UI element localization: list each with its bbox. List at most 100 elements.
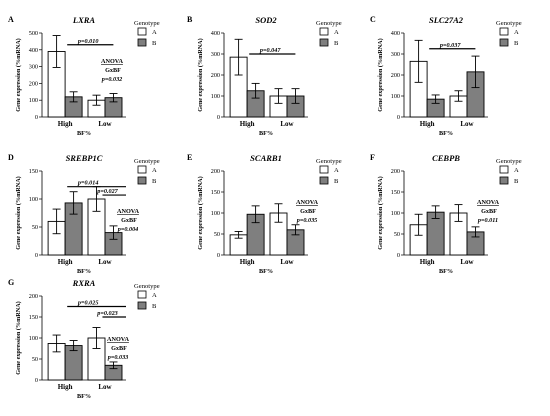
significance-label: p=0.025: [77, 300, 99, 307]
y-tick-label: 400: [391, 30, 400, 37]
anova-label: ANOVA: [477, 199, 499, 206]
legend-swatch-a: [319, 165, 329, 174]
legend-label: A: [514, 29, 519, 36]
anova-label: GxBF: [300, 208, 316, 215]
x-tick-label: Low: [460, 120, 474, 128]
legend-swatch-b: [137, 38, 147, 47]
y-axis-label: Gene expression (%mRNA): [15, 301, 22, 374]
y-axis-label: Gene expression (%mRNA): [197, 176, 204, 249]
chart-panel-e: E SCARB1 0 50 100 150 200 Gene expression (%mRN…: [187, 153, 342, 275]
anova-label: GxBF: [481, 208, 497, 215]
legend-label: B: [152, 40, 157, 47]
panel-label: B: [187, 15, 193, 24]
anova-label: ANOVA: [117, 208, 139, 215]
chart-title: SLC27A2: [429, 15, 464, 25]
chart-panel-g: G RXRA 0 50 100 150 200 Gene expression (%mRNA)…: [8, 278, 160, 400]
legend-swatch-b: [499, 176, 509, 185]
y-tick-label: 200: [391, 72, 400, 79]
y-axis-label: Gene expression (%mRNA): [15, 38, 22, 111]
significance-label: p=0.037: [439, 42, 461, 49]
x-axis-label: BF%: [259, 130, 273, 137]
legend-swatch-a: [499, 165, 509, 174]
y-tick-label: 0: [397, 252, 400, 259]
chart-title: SREBP1C: [66, 153, 103, 163]
x-tick-label: High: [58, 258, 73, 266]
panel-label: E: [187, 153, 192, 162]
anova-label: p=0.032: [101, 76, 123, 83]
x-axis-label: BF%: [77, 393, 91, 400]
y-tick-label: 100: [211, 210, 220, 217]
x-tick-label: Low: [280, 120, 294, 128]
y-tick-label: 300: [29, 64, 38, 71]
y-axis-label: Gene expression (%mRNA): [15, 176, 22, 249]
y-tick-label: 300: [391, 51, 400, 58]
anova-label: ANOVA: [101, 58, 123, 65]
x-tick-label: Low: [98, 258, 112, 266]
significance-label: p=0.047: [259, 47, 281, 54]
y-tick-label: 200: [211, 72, 220, 79]
legend-swatch-b: [499, 38, 509, 47]
legend-label: B: [514, 178, 519, 185]
legend-title: Genotype: [496, 158, 522, 165]
significance-label: p=0.023: [96, 310, 118, 317]
significance-label: p=0.014: [77, 180, 99, 187]
panel-label: A: [8, 15, 14, 24]
x-tick-label: Low: [460, 258, 474, 266]
y-axis-label: Gene expression (%mRNA): [377, 176, 384, 249]
legend-label: A: [334, 29, 339, 36]
x-tick-label: High: [58, 383, 73, 391]
significance-label: p=0.010: [77, 38, 99, 45]
x-axis-label: BF%: [439, 268, 453, 275]
anova-label: ANOVA: [107, 336, 129, 343]
y-tick-label: 200: [211, 168, 220, 175]
y-tick-label: 100: [29, 97, 38, 104]
legend-label: B: [334, 40, 339, 47]
chart-panel-f: F CEBPB 0 50 100 150 200 Gene expression (%mRNA…: [370, 153, 522, 275]
y-tick-label: 0: [35, 377, 38, 384]
x-axis-label: BF%: [259, 268, 273, 275]
legend-label: A: [514, 167, 519, 174]
legend-label: A: [152, 167, 157, 174]
legend-label: B: [334, 178, 339, 185]
chart-title: RXRA: [72, 278, 96, 288]
y-tick-label: 200: [29, 80, 38, 87]
panel-label: G: [8, 278, 14, 287]
legend-swatch-b: [319, 38, 329, 47]
y-tick-label: 50: [32, 224, 38, 231]
x-tick-label: High: [240, 120, 255, 128]
chart-title: LXRA: [72, 15, 96, 25]
y-tick-label: 400: [211, 30, 220, 37]
x-tick-label: High: [240, 258, 255, 266]
legend-title: Genotype: [134, 20, 160, 27]
x-axis-label: BF%: [77, 268, 91, 275]
y-tick-label: 100: [211, 93, 220, 100]
x-tick-label: High: [420, 258, 435, 266]
anova-label: GxBF: [111, 345, 127, 352]
chart-title: SOD2: [255, 15, 277, 25]
legend-label: A: [152, 292, 157, 299]
x-tick-label: Low: [280, 258, 294, 266]
anova-label: ANOVA: [296, 199, 318, 206]
anova-label: p=0.035: [296, 217, 318, 224]
chart-panel-d: D SREBP1C 0 50 100 150 Gene expression (%mRNA)…: [8, 153, 160, 275]
chart-title: CEBPB: [432, 153, 460, 163]
anova-label: p=0.033: [107, 354, 129, 361]
y-tick-label: 50: [214, 231, 220, 238]
legend-swatch-a: [319, 27, 329, 36]
legend-label: B: [514, 40, 519, 47]
y-tick-label: 100: [29, 335, 38, 342]
significance-label: p=0.027: [96, 188, 118, 195]
legend-swatch-a: [499, 27, 509, 36]
anova-label: p=0.011: [477, 217, 498, 224]
x-axis-label: BF%: [439, 130, 453, 137]
y-tick-label: 0: [397, 114, 400, 121]
legend-swatch-a: [137, 290, 147, 299]
legend-title: Genotype: [134, 158, 160, 165]
y-tick-label: 200: [391, 168, 400, 175]
y-tick-label: 100: [391, 93, 400, 100]
legend-label: B: [152, 303, 157, 310]
legend-swatch-a: [137, 165, 147, 174]
legend-title: Genotype: [496, 20, 522, 27]
chart-title: SCARB1: [250, 153, 282, 163]
